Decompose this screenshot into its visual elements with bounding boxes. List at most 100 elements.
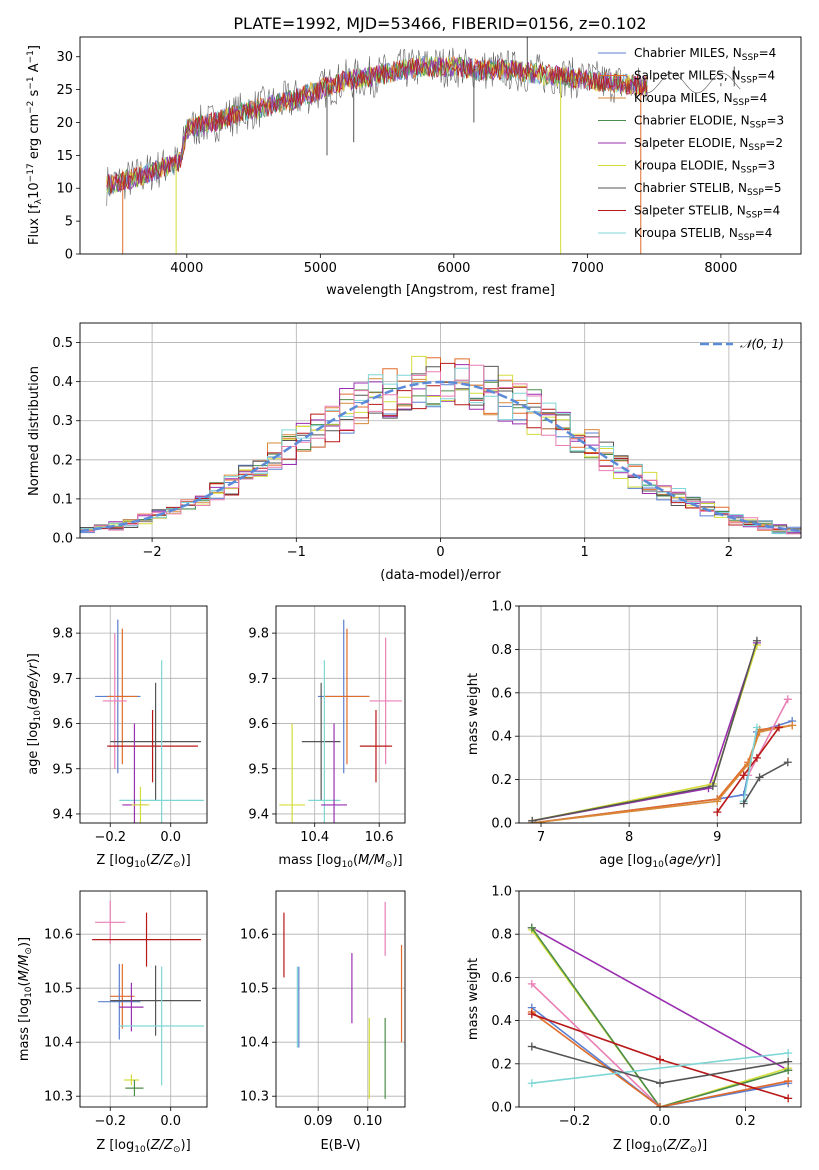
y-axis-label: age [log10(age/yr)]	[26, 653, 43, 775]
y-tick-label: 0.4	[52, 375, 73, 390]
x-tick-label: −1	[287, 545, 306, 560]
data-point-marker	[713, 797, 722, 806]
legend-label-sub: SSP	[733, 98, 750, 108]
data-point-marker	[528, 816, 537, 823]
x-axis-label-part: Z [log	[96, 1138, 134, 1153]
x-tick-label: 5000	[304, 261, 337, 276]
x-tick-label: −2	[143, 545, 162, 560]
y-axis-label: mass weight	[466, 673, 481, 755]
series-line	[531, 929, 789, 1107]
data-point-marker	[783, 695, 792, 704]
y-tick-label: 0.5	[52, 336, 73, 351]
data-point-marker	[713, 808, 722, 817]
normal-curve	[80, 380, 801, 533]
x-tick-label: 7000	[571, 261, 604, 276]
x-tick-label: 0.2	[735, 1114, 756, 1129]
x-tick-label: 6000	[437, 261, 470, 276]
data-point-marker	[656, 1079, 664, 1088]
axes-frame	[275, 890, 406, 1108]
legend-label-text: Chabrier ELODIE, N	[634, 114, 750, 128]
legend-label-sub: SSP	[741, 76, 758, 86]
y-tick-label: 15	[56, 149, 73, 164]
y-tick-label: 9.5	[52, 762, 73, 777]
y-tick-label: 9.6	[248, 717, 269, 732]
x-axis-label-part: )]	[181, 853, 191, 868]
x-axis-label-part: 10	[342, 860, 354, 870]
data-point-marker	[784, 1049, 793, 1057]
data-point-marker	[788, 721, 797, 730]
x-tick-label: 0.0	[160, 830, 181, 845]
x-tick-label: 0.10	[353, 1114, 382, 1129]
x-axis-label-part: )]	[711, 853, 721, 868]
y-tick-label: 0	[65, 248, 73, 263]
y-tick-label: 10.5	[44, 982, 73, 997]
legend-label: Salpeter ELODIE, NSSP=2	[634, 136, 783, 153]
panel-2: −2 −1 0 1 2 0.0 0.1 0.2 0.3 0.4 0.5 𝒩(0, 1) (data-mo…	[27, 322, 802, 583]
y-tick-label: 9.5	[248, 762, 269, 777]
figure-title: PLATE=1992, MJD=53466, FIBERID=0156, z=0…	[233, 14, 646, 33]
legend-label-tail: =5	[764, 181, 782, 195]
axes-frame	[79, 36, 802, 255]
x-axis-label: Z [log10(Z/Z⊙)]	[96, 853, 190, 870]
x-axis-label-part: Z [log	[613, 1138, 651, 1153]
legend-label: Chabrier MILES, NSSP=4	[634, 46, 776, 63]
axes-frame	[518, 605, 802, 824]
legend-label-text: Salpeter ELODIE, N	[634, 136, 748, 150]
y-tick-label: 0.0	[491, 817, 512, 832]
plot-area	[95, 619, 204, 823]
y-axis-label-part: ]	[27, 45, 42, 50]
x-axis-label: (data-model)/error	[380, 568, 501, 583]
panel-3: −0.2 0.09.49.59.69.79.8Z [log10(Z/Z⊙)]age…	[26, 605, 208, 870]
x-axis-label: age [log10(age/yr)]	[599, 853, 721, 870]
plot-area	[106, 37, 741, 254]
legend-label: Chabrier STELIB, NSSP=5	[634, 181, 782, 198]
x-tick-label: 0.09	[304, 1114, 333, 1129]
y-axis-label-part: age [log	[26, 722, 41, 775]
y-tick-label: 0.6	[491, 686, 512, 701]
y-axis-label-part: mass [log	[17, 998, 32, 1061]
y-tick-label: 9.7	[248, 672, 269, 687]
x-axis-label-part: (	[146, 1138, 151, 1153]
x-tick-label: −0.2	[94, 830, 126, 845]
x-axis-label-part: Z/Z	[666, 1138, 690, 1153]
y-tick-label: 0.1	[52, 492, 73, 507]
y-axis-label: Flux [fλ10−17 erg cm−2 s−1 A−1]	[26, 45, 44, 245]
series-line	[531, 927, 789, 1071]
y-tick-label: 10.3	[44, 1090, 73, 1105]
legend-label-tail: =4	[750, 91, 768, 105]
series-line	[532, 724, 793, 823]
y-tick-label: 10.3	[240, 1090, 269, 1105]
axes-frame	[275, 605, 406, 824]
series-line	[742, 727, 758, 802]
legend-label-text: Chabrier MILES, N	[634, 46, 742, 60]
x-axis-label-part: ⊙	[385, 860, 393, 870]
data-point-marker	[752, 753, 761, 762]
plot-area	[92, 900, 204, 1097]
y-tick-label: 10.6	[44, 928, 73, 943]
y-tick-label: 0.2	[52, 453, 73, 468]
legend-label-text: Salpeter MILES, N	[634, 69, 741, 83]
y-tick-label: 10.4	[240, 1036, 269, 1051]
legend-label-sub: SSP	[746, 211, 763, 221]
x-axis-label-part: 10	[134, 860, 146, 870]
legend-label-sub: SSP	[742, 53, 759, 63]
legend-label-sub: SSP	[748, 143, 765, 153]
plot-area	[283, 901, 403, 1099]
y-axis-label-part: Flux [f	[27, 204, 42, 245]
series-line	[531, 1006, 789, 1107]
legend-label-text: Kroupa ELODIE, N	[634, 159, 741, 173]
x-axis-label-part: )]	[392, 853, 402, 868]
axes-frame	[79, 322, 802, 539]
x-axis-label-part: 10	[134, 1145, 146, 1155]
x-tick-label: 0.0	[650, 1114, 671, 1129]
series-line	[531, 1052, 789, 1084]
x-axis-label-part: E(B-V)	[320, 1138, 360, 1153]
legend-label-text: Kroupa MILES, N	[634, 91, 733, 105]
x-tick-label: 10.6	[365, 830, 394, 845]
legend-label-sub: SSP	[741, 166, 758, 176]
x-tick-label: 8000	[704, 261, 737, 276]
y-tick-label: 1.0	[491, 600, 512, 615]
x-axis-label-part: Z/Z	[150, 1138, 174, 1153]
data-point-marker	[527, 979, 536, 988]
y-axis-label-part: s	[27, 89, 42, 100]
